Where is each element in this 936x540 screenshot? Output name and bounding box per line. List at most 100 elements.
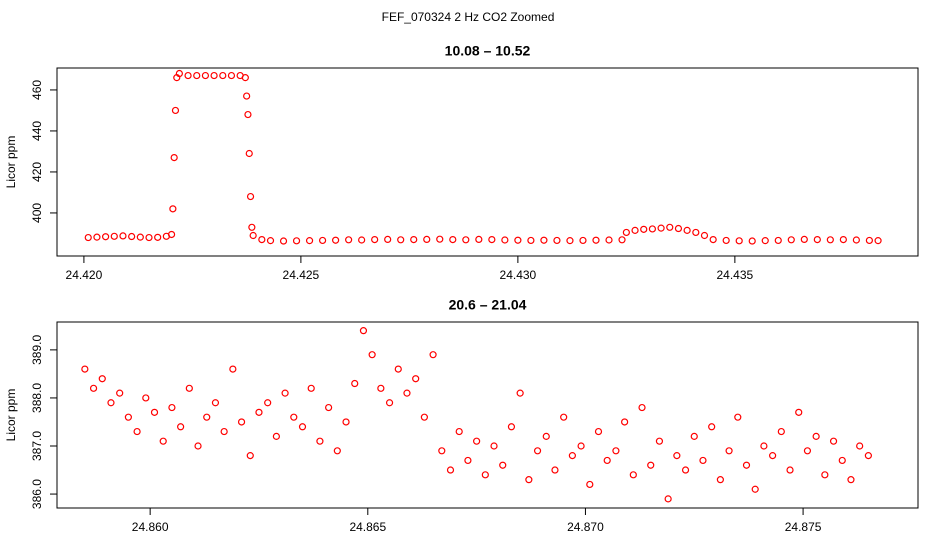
point [124, 413, 132, 421]
point [298, 423, 307, 431]
point [219, 71, 227, 80]
point [345, 236, 353, 244]
point [272, 432, 280, 440]
point [612, 447, 620, 455]
point [342, 418, 350, 426]
point [640, 225, 648, 233]
x-tick-label: 24.435 [717, 268, 754, 282]
point [551, 466, 559, 474]
x-tick-label: 24.870 [567, 520, 604, 534]
point [412, 375, 420, 383]
point [525, 476, 533, 484]
point [266, 237, 275, 245]
point [490, 442, 498, 450]
point [110, 232, 118, 240]
point [507, 423, 516, 431]
point [488, 235, 496, 244]
y-tick-label: 388.0 [30, 383, 44, 413]
point [145, 233, 153, 242]
point [368, 351, 376, 359]
point [258, 235, 266, 244]
y-axis-label: Licor ppm [4, 136, 18, 189]
point [560, 413, 568, 421]
point [838, 456, 846, 465]
point [709, 235, 717, 244]
point [446, 466, 455, 474]
point [516, 389, 524, 397]
point [514, 236, 522, 244]
point [333, 447, 341, 455]
point [136, 233, 144, 241]
y-tick-label: 420 [30, 162, 44, 182]
point [655, 437, 664, 445]
point [237, 418, 246, 426]
point [856, 442, 864, 450]
point [725, 447, 733, 455]
point [385, 399, 394, 407]
point [527, 236, 535, 245]
point [722, 236, 730, 245]
point [864, 452, 872, 460]
point [318, 236, 327, 245]
point [540, 236, 548, 244]
x-tick-label: 24.865 [349, 520, 386, 534]
point [403, 389, 411, 397]
point [690, 432, 698, 440]
point [638, 403, 646, 412]
point [618, 236, 626, 244]
point [673, 452, 681, 460]
point [839, 235, 847, 244]
point [594, 427, 603, 436]
point [692, 228, 700, 237]
point [501, 236, 509, 244]
point [566, 237, 574, 245]
point [742, 461, 751, 469]
point [829, 437, 838, 445]
point [394, 365, 402, 373]
point [647, 461, 655, 469]
point [119, 232, 127, 240]
point [81, 365, 89, 373]
point [777, 427, 785, 436]
point [760, 442, 768, 450]
point [786, 466, 794, 474]
y-tick-label: 389.0 [30, 335, 44, 365]
point [666, 223, 674, 231]
point [150, 408, 159, 416]
point [865, 236, 873, 245]
point [631, 226, 639, 234]
page-title: FEF_070324 2 Hz CO2 Zoomed [382, 10, 555, 24]
point [700, 231, 709, 240]
point [436, 235, 444, 243]
point [116, 389, 124, 397]
point [734, 413, 742, 421]
panel-title: 20.6 – 21.04 [449, 297, 527, 313]
point [84, 233, 92, 242]
point [292, 237, 301, 245]
point [410, 235, 418, 244]
point [708, 423, 716, 431]
x-tick-label: 24.420 [66, 268, 103, 282]
point [227, 71, 236, 80]
point [803, 447, 812, 455]
point [249, 231, 257, 240]
point [423, 235, 431, 243]
point [473, 437, 481, 445]
point [455, 427, 463, 436]
point [586, 480, 594, 489]
point [305, 237, 314, 245]
point [592, 236, 600, 244]
point [674, 224, 683, 233]
point [397, 236, 405, 244]
point [281, 389, 289, 397]
point [874, 237, 882, 245]
point [243, 92, 251, 100]
point [316, 437, 324, 445]
point [98, 375, 106, 383]
point [622, 228, 630, 237]
point [159, 437, 167, 445]
point [168, 403, 176, 412]
point [102, 233, 110, 241]
point [175, 69, 183, 78]
point [358, 236, 366, 244]
